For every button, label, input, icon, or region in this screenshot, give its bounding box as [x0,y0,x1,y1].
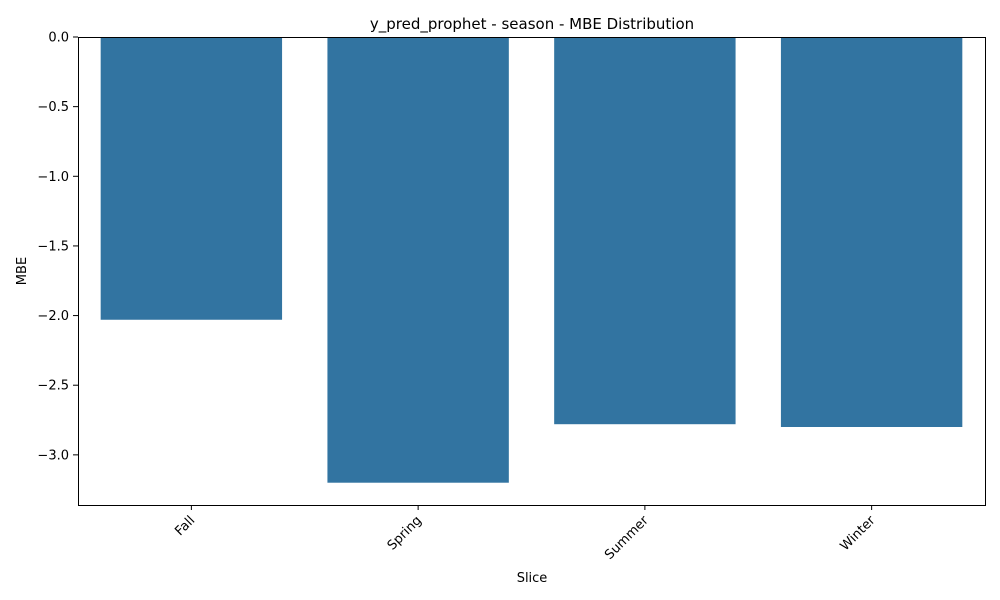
y-tick-label: 0.0 [48,31,69,46]
y-tick-label: −0.5 [37,100,69,115]
x-axis-label: Slice [517,571,548,586]
plot-frame [78,37,986,506]
y-axis-label: MBE [15,257,30,285]
chart-title: y_pred_prophet - season - MBE Distributi… [370,15,694,34]
bar-winter [780,37,963,427]
y-tick-label: −1.5 [37,239,69,254]
y-tick-label: −2.0 [37,309,69,324]
y-tick-label: −2.5 [37,379,69,394]
y-axis-ticks: 0.0 −0.5 −1.0 −1.5 −2.0 −2.5 −3.0 [37,31,78,463]
y-tick-label: −3.0 [37,448,69,463]
bars-group [100,37,963,483]
bar-spring [327,37,509,483]
bar-fall [100,37,283,320]
y-tick-label: −1.0 [37,170,69,185]
bar-summer [554,37,736,425]
